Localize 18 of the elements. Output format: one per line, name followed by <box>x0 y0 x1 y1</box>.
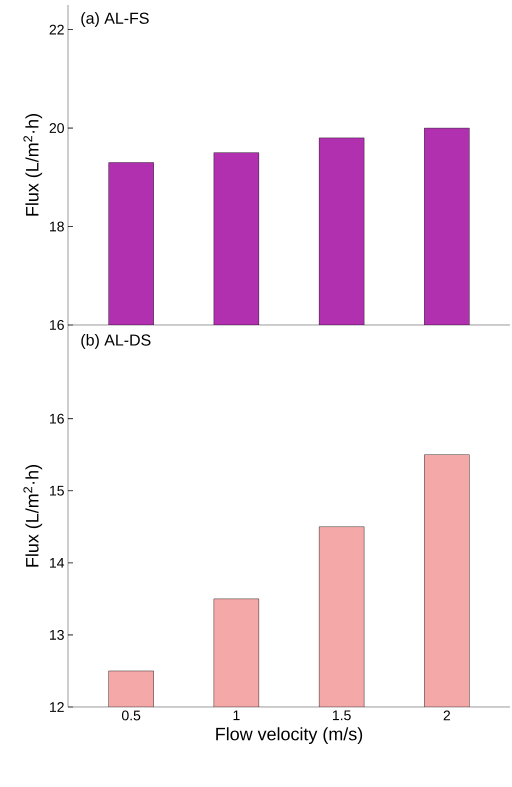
chart-title: (a) AL-FS <box>81 12 149 27</box>
y-tick-label: 16 <box>50 320 64 330</box>
x-tick-label: 1.5 <box>332 710 351 720</box>
x-tick-label: 1 <box>234 710 240 720</box>
x-axis-title: Flow velocity (m/s) <box>216 727 362 744</box>
y-tick-label: 15 <box>50 486 64 496</box>
y-tick-label: 22 <box>50 24 64 34</box>
y-tick-label: 14 <box>50 558 64 568</box>
y-tick-label: 16 <box>50 414 64 424</box>
text: (b) AL-DS <box>81 334 150 349</box>
y-tick-label: 18 <box>50 222 64 232</box>
y-tick-label: 12 <box>50 702 64 712</box>
x-tick-label: 0.5 <box>122 710 140 720</box>
y-tick-label: 13 <box>50 630 64 640</box>
x-tick-label: 2 <box>444 710 450 720</box>
y-axis-title: Flux (L/m$^{2}$·h) <box>23 465 42 567</box>
y-tick-label: 20 <box>50 123 64 134</box>
y-axis-title: Flux (L/m$^{2}$·h) <box>23 114 42 216</box>
